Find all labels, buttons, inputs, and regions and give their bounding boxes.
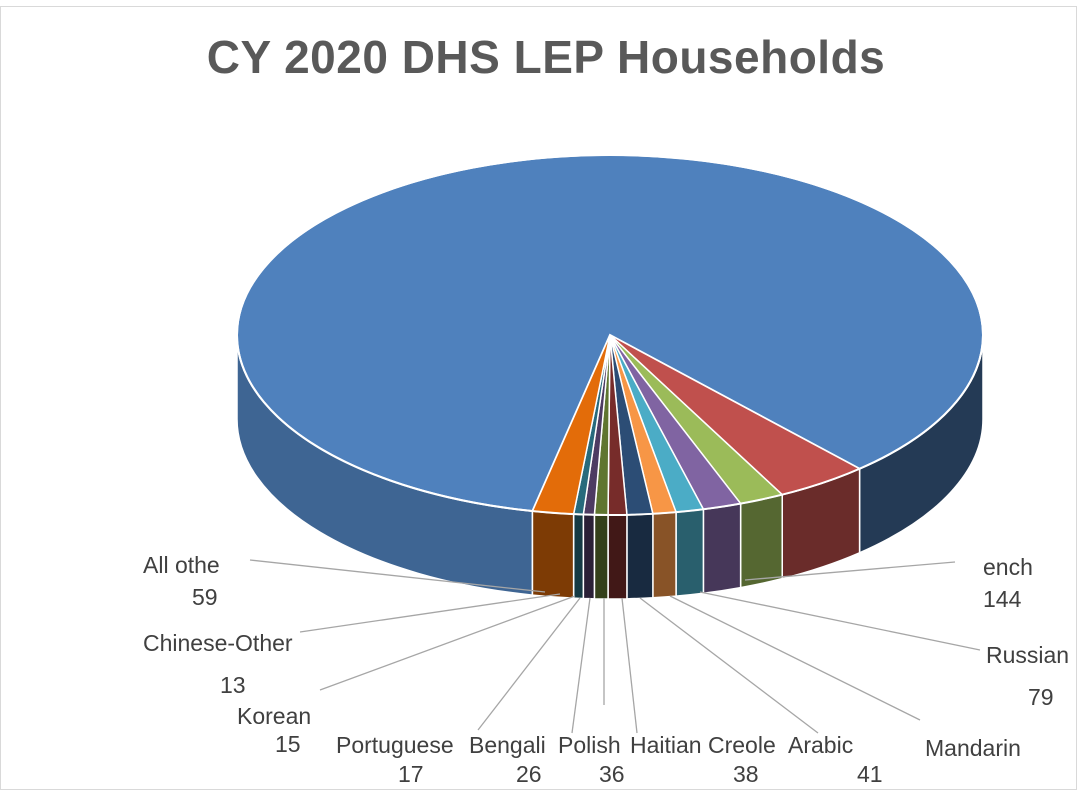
pie-side-korean (582, 513, 596, 600)
label-allother-value: 59 (192, 584, 218, 610)
label-mandarin-name: Mandarin (925, 735, 1021, 761)
pie-side-chinese (572, 513, 585, 600)
label-bengali-value: 26 (516, 761, 542, 787)
pie-side-portuguese (593, 514, 609, 600)
leader-russian (699, 591, 981, 651)
leader-arabic (639, 597, 819, 734)
label-korean-value: 15 (275, 731, 301, 757)
label-portuguese-value: 17 (398, 761, 424, 787)
leader-korean (319, 595, 576, 691)
chart-title: CY 2020 DHS LEP Households (206, 31, 886, 83)
label-allother-name: All othe (143, 552, 220, 578)
label-polish-name: Polish (558, 732, 621, 758)
label-chinese-value: 13 (220, 672, 246, 698)
leader-portuguese (477, 597, 581, 731)
pie-side-arabic (675, 508, 705, 597)
label-haitian-value: 38 (733, 761, 759, 787)
pie-side-bengali (607, 514, 628, 600)
label-portuguese-name: Portuguese (336, 732, 454, 758)
leader-chinese (299, 593, 561, 633)
leader-bengali (571, 597, 591, 734)
label-polish-value: 36 (599, 761, 625, 787)
label-french-name: ench (983, 554, 1033, 580)
leader-mandarin (669, 595, 921, 721)
label-russian-value: 79 (1028, 684, 1054, 710)
leader-lines (249, 559, 981, 734)
label-haitian-name: Haitian Creole (630, 732, 776, 758)
pie-top-rim (236, 154, 984, 516)
label-chinese-name: Chinese-Other (143, 630, 293, 656)
pie-side-mandarin (702, 502, 742, 595)
label-french-value: 144 (983, 586, 1022, 612)
leader-allother (249, 559, 546, 593)
label-korean-name: Korean (237, 703, 311, 729)
pie-side-haitian (652, 511, 677, 599)
label-arabic-value: 41 (857, 761, 883, 787)
leader-french (744, 561, 956, 581)
label-russian-name: Russian (986, 642, 1069, 668)
pie-side-russian (739, 493, 783, 589)
pie-side-allother (531, 510, 575, 599)
leader-haitian (621, 597, 638, 734)
label-bengali-name: Bengali (469, 732, 546, 758)
pie-side-polish (626, 513, 654, 600)
pie-top-faces (236, 154, 984, 516)
label-arabic-name: Arabic (788, 732, 853, 758)
